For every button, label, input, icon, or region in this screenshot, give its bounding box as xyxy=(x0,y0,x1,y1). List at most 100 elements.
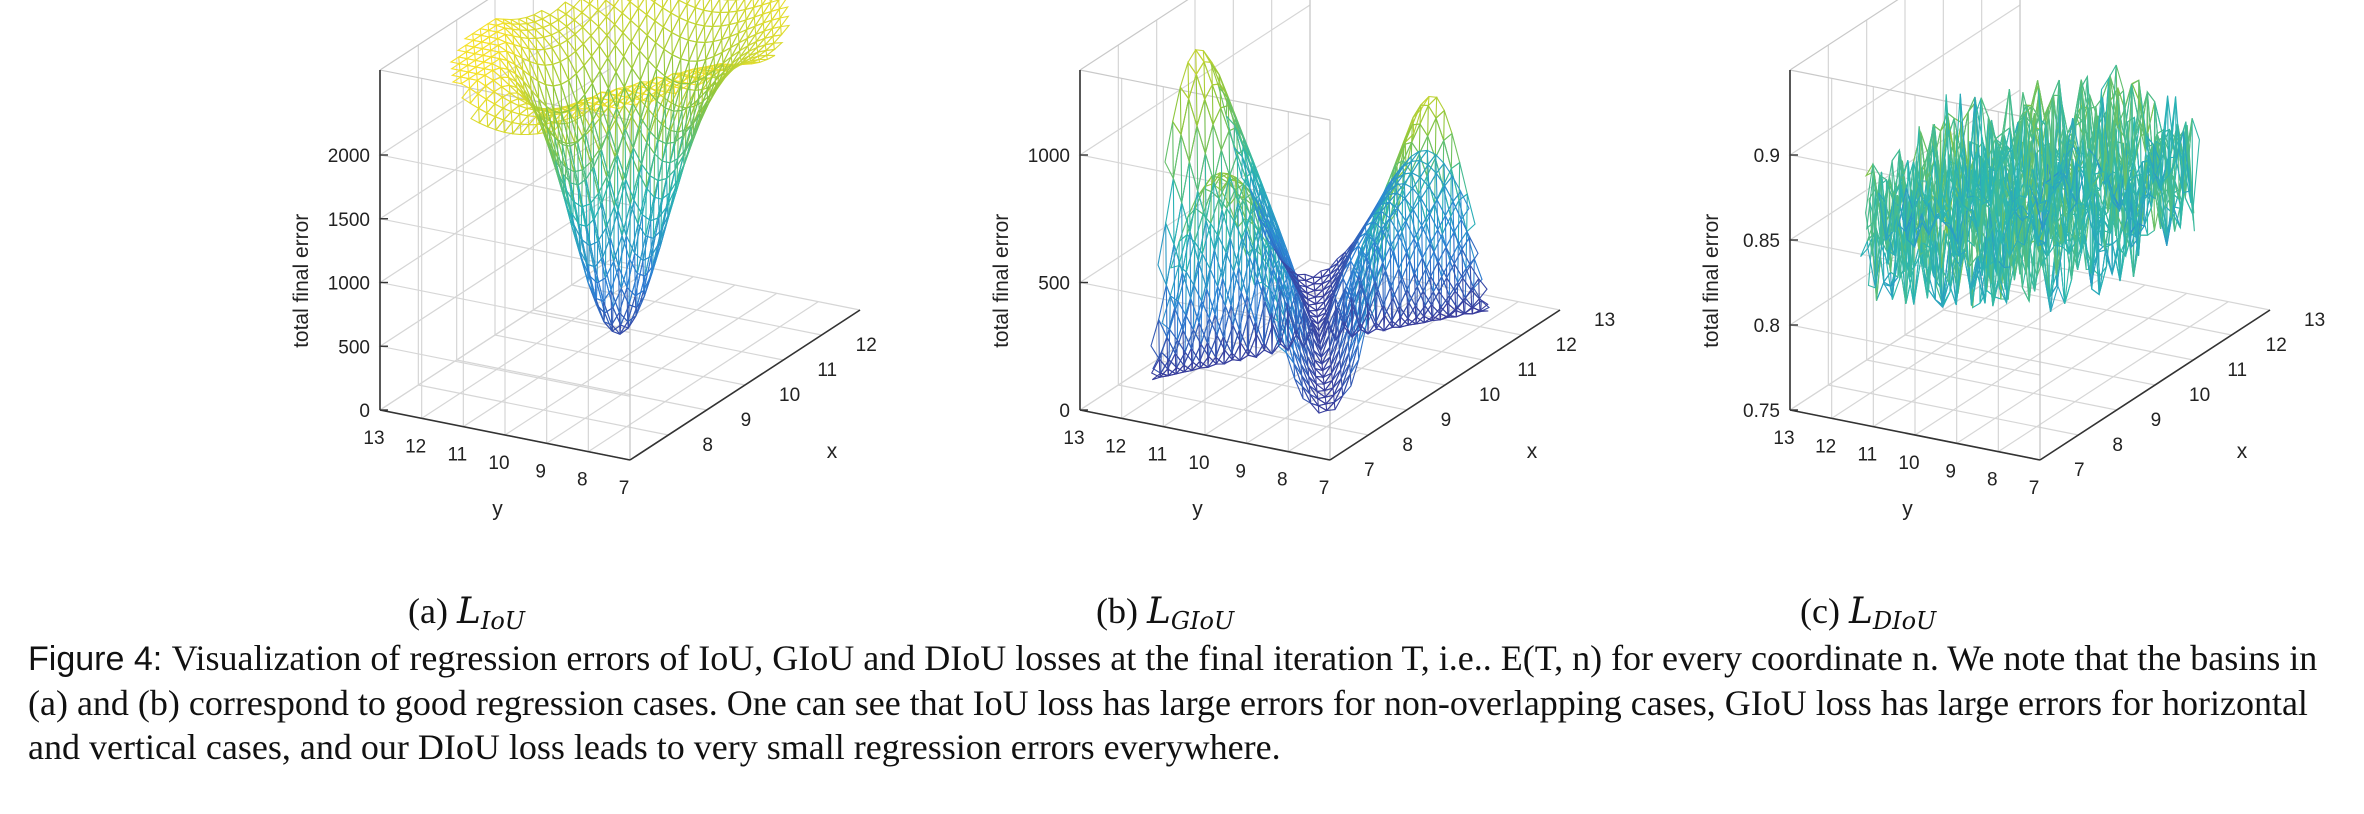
surface-cell xyxy=(1157,221,1175,288)
axes-box xyxy=(378,0,861,461)
surface-cell xyxy=(535,36,553,51)
x-tick-label: 7 xyxy=(2074,460,2085,481)
x-axis-line xyxy=(629,309,861,461)
surface-cell xyxy=(1353,216,1371,243)
surface-cell xyxy=(526,28,545,39)
surface-cell xyxy=(696,40,715,62)
surface-cell xyxy=(527,37,546,51)
surface-cell xyxy=(649,138,667,182)
surface-cell xyxy=(626,0,632,3)
x-axis-line xyxy=(2039,309,2271,461)
sublabel-giou: (b) LGIoU xyxy=(1096,590,1234,635)
y-tick-label: 11 xyxy=(1857,445,1877,466)
y-axis-title: y xyxy=(492,498,503,521)
surface-cell xyxy=(637,0,656,16)
surface-cell xyxy=(694,0,711,11)
surface-cell xyxy=(493,96,512,109)
sublabel-iou-letter: (a) xyxy=(408,591,457,631)
x-tick-label: 9 xyxy=(2151,410,2162,431)
y-tick-label: 9 xyxy=(535,461,546,482)
x-tick-label: 10 xyxy=(2189,385,2210,406)
z-tick-label: 0 xyxy=(1059,401,1070,422)
box-edge xyxy=(1789,0,1899,71)
surface-cell xyxy=(629,7,648,29)
y-tick-label: 8 xyxy=(1277,470,1288,491)
surface-cell xyxy=(572,0,591,14)
surface-cell xyxy=(711,11,730,28)
z-tick-label: 1000 xyxy=(328,274,370,295)
surface-cell xyxy=(687,23,706,43)
surface-cell xyxy=(695,25,714,44)
surface-cell xyxy=(558,25,576,41)
surface-cell xyxy=(1411,122,1429,155)
surface-cell xyxy=(711,0,729,14)
surface-cell xyxy=(560,79,578,112)
surface-cell xyxy=(1165,244,1183,310)
surface-cell xyxy=(511,123,530,136)
surface-cell xyxy=(1196,97,1214,156)
surface-cell xyxy=(597,15,616,37)
y-tick-label: 10 xyxy=(1188,453,1209,474)
surface-cell xyxy=(611,311,629,336)
surface-cell xyxy=(541,14,560,26)
surface-cell xyxy=(1450,161,1468,202)
surface-cell xyxy=(1257,215,1275,249)
surface-cell xyxy=(567,50,585,75)
z-tick-label: 2000 xyxy=(328,146,370,167)
surface-cell xyxy=(623,40,641,70)
y-tick-label: 7 xyxy=(2029,478,2040,499)
chart-giou: 0 500 1000 13 12 11 10 9 8 7 7 8 9 10 11 12 13 total fina… xyxy=(990,0,1615,521)
figure-caption: Figure 4: Visualization of regression er… xyxy=(28,636,2338,769)
x-tick-label: 13 xyxy=(2304,310,2325,331)
sublabel-giou-sub: GIoU xyxy=(1170,607,1235,635)
surface-cell xyxy=(582,0,594,5)
surface-cell xyxy=(1938,94,1955,207)
y-axis-line xyxy=(379,409,631,461)
surface-cell xyxy=(601,178,619,240)
z-tick-label: 0 xyxy=(359,401,370,422)
y-tick-label: 9 xyxy=(1235,461,1246,482)
sublabel-diou-math: L xyxy=(1848,591,1873,632)
chart-iou: 0 500 1000 1500 2000 13 12 11 10 9 8 7 8 9 10 11 12 total… xyxy=(290,0,877,521)
surface-cell xyxy=(593,200,611,260)
surface-cell xyxy=(566,33,585,53)
surface-cell xyxy=(695,9,713,27)
surface-cell xyxy=(679,20,697,41)
surface-cell xyxy=(574,26,592,45)
surface-cell xyxy=(614,31,632,58)
y-tick-label: 13 xyxy=(1063,428,1084,449)
x-tick-label: 12 xyxy=(1556,335,1577,356)
surface-cell xyxy=(492,76,511,88)
box-edge xyxy=(1079,0,1189,71)
z-tick-label: 500 xyxy=(338,337,370,358)
chart-diou: 0.75 0.8 0.85 0.9 13 12 11 10 9 8 7 7 8 9 10 11 12 13 tota… xyxy=(1700,0,2325,521)
surface-cell xyxy=(549,8,567,21)
x-tick-label: 12 xyxy=(856,335,877,356)
y-tick-label: 11 xyxy=(1147,445,1167,466)
sublabel-diou: (c) LDIoU xyxy=(1800,590,1936,635)
z-tick-label: 1000 xyxy=(1028,146,1070,167)
x-axis-line xyxy=(1329,309,1561,461)
surface-cell xyxy=(641,174,659,222)
box-edge xyxy=(1789,69,2041,121)
y-tick-label: 13 xyxy=(363,428,384,449)
surface-cell xyxy=(1994,89,2010,151)
surface-cell xyxy=(1188,125,1206,191)
y-axis-title: y xyxy=(1192,498,1203,521)
x-tick-label: 8 xyxy=(702,435,713,456)
z-tick-label: 0.8 xyxy=(1754,316,1780,337)
sublabel-iou: (a) LIoU xyxy=(408,590,525,635)
y-tick-label: 11 xyxy=(447,445,467,466)
surface-cell xyxy=(621,0,640,22)
y-tick-label: 7 xyxy=(1319,478,1330,499)
z-axis-title: total final error xyxy=(1700,214,1723,348)
surface-cell xyxy=(712,23,731,43)
surface-cell xyxy=(1187,48,1205,76)
x-tick-label: 10 xyxy=(1479,385,1500,406)
surface-wireframe xyxy=(1150,48,1490,414)
surface-cell xyxy=(1328,251,1346,270)
surface-cell xyxy=(589,9,608,28)
surface-cell xyxy=(1165,178,1183,247)
surface-cell xyxy=(1172,85,1190,136)
surface-cell xyxy=(556,1,575,15)
